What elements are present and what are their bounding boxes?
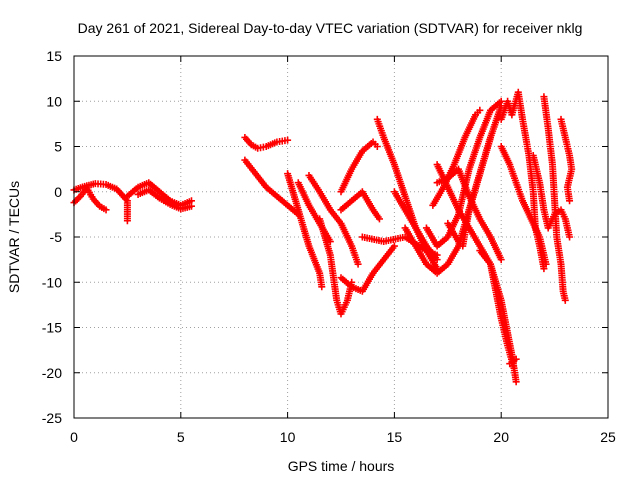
- data-point: [390, 242, 398, 250]
- series-arc-19: [429, 106, 484, 209]
- y-tick-label: 0: [54, 184, 62, 200]
- data-point: [497, 256, 505, 264]
- series-arc-27: [529, 152, 574, 241]
- data-point: [102, 206, 110, 214]
- data-point: [512, 378, 520, 386]
- series-arc-11: [337, 138, 381, 196]
- series-arc-06: [241, 156, 302, 218]
- grid: [74, 56, 608, 418]
- y-tick-label: 5: [54, 139, 62, 155]
- series-arc-29: [506, 355, 520, 368]
- series-arc-28: [557, 115, 576, 205]
- y-tick-label: -15: [42, 320, 62, 336]
- data-point: [318, 283, 326, 291]
- y-tick-label: 10: [46, 93, 62, 109]
- series-arc-21: [444, 133, 495, 250]
- series-arc-16: [358, 233, 441, 259]
- series-arc-07: [284, 170, 326, 291]
- x-tick-label: 5: [177, 429, 185, 445]
- y-axis-label: SDTVAR / TECUs: [6, 181, 22, 293]
- data-point: [512, 355, 520, 363]
- data-point: [284, 136, 292, 144]
- series-arc-12: [337, 188, 383, 223]
- data-point: [566, 197, 574, 205]
- series-arc-04: [134, 186, 195, 213]
- x-axis-label: GPS time / hours: [288, 458, 395, 474]
- data-point: [375, 215, 383, 223]
- series-arc-05: [241, 133, 292, 152]
- y-tick-label: -25: [42, 410, 62, 426]
- data-point: [497, 97, 505, 105]
- data-point: [354, 260, 362, 268]
- series-arc-10: [316, 215, 356, 318]
- data-point: [542, 260, 550, 268]
- x-tick-label: 20: [493, 429, 509, 445]
- x-tick-label: 25: [600, 429, 616, 445]
- data-point: [187, 202, 195, 210]
- axis-ticks: 0 5 10 15 20 25 -25 -20 -15 -10 -5 0 5 10 15: [42, 48, 616, 445]
- data-point: [561, 296, 569, 304]
- data-point: [373, 143, 381, 150]
- data-point: [566, 233, 574, 241]
- series-arc-13: [337, 242, 398, 295]
- data-point: [433, 251, 441, 259]
- series-arc-02: [70, 180, 131, 225]
- data-marks: [70, 88, 576, 386]
- series-arc-23: [476, 247, 518, 372]
- y-tick-label: 15: [46, 48, 62, 64]
- series-arc-09: [305, 171, 362, 268]
- series-arc-25: [497, 143, 550, 268]
- x-tick-label: 15: [387, 429, 403, 445]
- y-tick-label: -5: [50, 229, 63, 245]
- y-tick-label: -10: [42, 274, 62, 290]
- series-arc-24: [497, 88, 548, 273]
- data-point: [476, 106, 484, 114]
- data-point: [540, 265, 548, 273]
- y-tick-label: -20: [42, 365, 62, 381]
- chart-title: Day 261 of 2021, Sidereal Day-to-day VTE…: [78, 20, 583, 36]
- data-point: [487, 133, 495, 141]
- series-arc-17: [401, 102, 505, 277]
- data-point: [123, 217, 131, 225]
- x-tick-label: 10: [280, 429, 296, 445]
- data-point: [510, 364, 518, 372]
- x-tick-label: 0: [70, 429, 78, 445]
